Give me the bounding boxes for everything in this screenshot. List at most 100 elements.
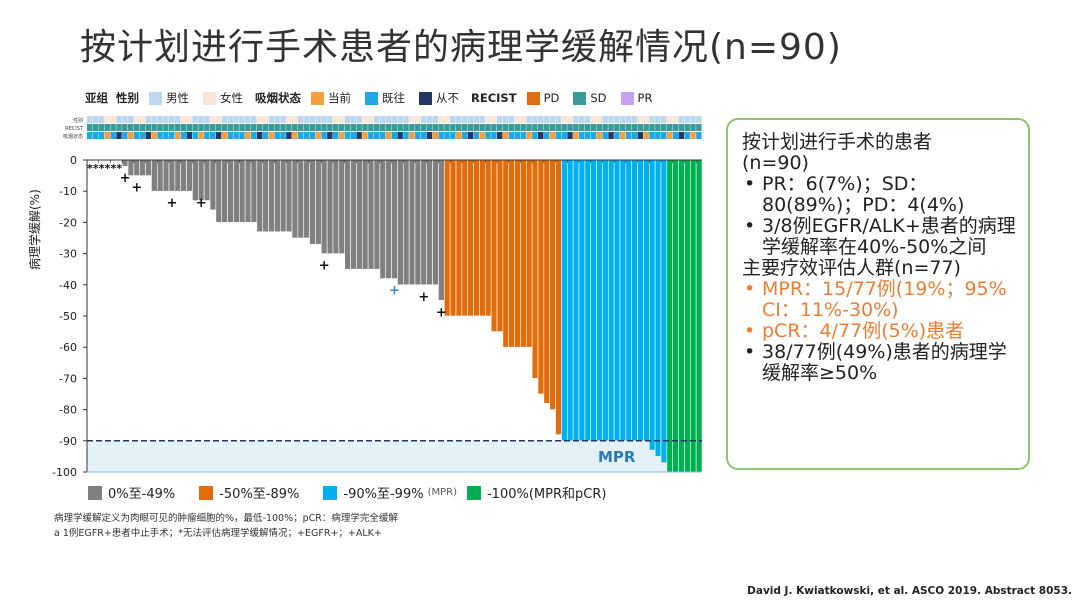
track-smoking-cell xyxy=(157,132,163,139)
bar-marker: * xyxy=(87,162,93,175)
track-sex-cell xyxy=(573,116,579,123)
bar xyxy=(613,159,621,442)
track-recist-cell xyxy=(315,124,321,131)
track-smoking-cell xyxy=(637,132,644,139)
track-recist-cell xyxy=(678,124,685,131)
bar-marker: + xyxy=(436,305,447,320)
track-recist-cell xyxy=(87,124,93,131)
track-recist-cell xyxy=(163,124,169,131)
summary-box: 按计划进行手术的患者 (n=90) PR：6(7%)；SD：80(89%)；PD… xyxy=(726,118,1030,470)
track-recist-cell xyxy=(444,124,450,131)
bar xyxy=(391,159,398,279)
track-smoking-cell xyxy=(133,132,140,139)
bar xyxy=(203,159,211,201)
summary-recist: PR：6(7%)；SD：80(89%)；PD：4(4%) xyxy=(742,174,1018,216)
track-sex-cell xyxy=(98,116,105,123)
track-smoking-cell xyxy=(426,132,433,139)
track-recist-cell xyxy=(532,124,538,131)
track-sex-cell xyxy=(163,116,169,123)
bar xyxy=(572,159,580,442)
bar xyxy=(561,159,568,442)
bar xyxy=(151,159,158,192)
track-recist-cell xyxy=(620,124,626,131)
track-smoking-cell xyxy=(163,132,169,139)
track-recist-cell xyxy=(292,124,298,131)
blue-swatch xyxy=(323,485,338,500)
track-smoking-cell xyxy=(420,132,427,139)
bar xyxy=(660,159,668,463)
track-smoking-cell xyxy=(210,132,216,139)
track-recist-cell xyxy=(145,124,152,131)
track-sex-cell xyxy=(409,116,415,123)
track-smoking-cell xyxy=(321,132,327,139)
track-smoking-cell xyxy=(292,132,298,139)
track-smoking-cell xyxy=(350,132,357,139)
y-tick-label: -20 xyxy=(59,216,77,229)
track-sex-cell xyxy=(303,116,310,123)
track-smoking-cell xyxy=(655,132,661,139)
bar xyxy=(502,159,510,348)
track-recist-cell xyxy=(180,124,187,131)
bar xyxy=(303,159,310,239)
legend-current: 当前 xyxy=(328,91,351,105)
track-smoking-cell xyxy=(221,132,228,139)
track-sex-cell xyxy=(655,116,661,123)
bar xyxy=(145,159,152,176)
track-sex-cell xyxy=(239,116,245,123)
track-recist-cell xyxy=(303,124,310,131)
top-legend: 亚组 性别 男性 女性 吸烟状态 当前 既往 从不 RECIST PD SD P… xyxy=(85,90,664,106)
track-recist-cell xyxy=(543,124,550,131)
track-sex-cell xyxy=(309,116,316,123)
track-recist-cell xyxy=(385,124,392,131)
bar xyxy=(684,159,691,473)
track-recist-cell xyxy=(631,124,638,131)
track-sex-cell xyxy=(690,116,696,123)
y-tick-label: -40 xyxy=(59,279,77,292)
bar xyxy=(297,159,305,239)
track-recist-cell xyxy=(491,124,497,131)
bar-marker: * xyxy=(105,162,111,175)
track-smoking-cell xyxy=(174,132,181,139)
bar xyxy=(338,159,346,254)
bar xyxy=(244,159,252,223)
bar xyxy=(408,159,416,286)
bar xyxy=(197,159,205,201)
summary-heading: 按计划进行手术的患者 xyxy=(742,131,933,153)
bar xyxy=(672,159,679,473)
bar xyxy=(233,159,240,223)
track-sex-cell xyxy=(491,116,497,123)
track-smoking-cell xyxy=(497,132,503,139)
bar xyxy=(479,159,486,317)
bar xyxy=(566,159,574,442)
track-recist-cell xyxy=(690,124,696,131)
bar xyxy=(326,159,334,254)
track-smoking-cell xyxy=(467,132,474,139)
legend-smoking-label: 吸烟状态 xyxy=(255,91,301,105)
track-recist-cell xyxy=(116,124,122,131)
footnote-definition: 病理学缓解定义为肉眼可见的肿瘤细胞的%，最低-100%；pCR：病理学完全缓解 xyxy=(54,513,398,524)
track-recist-cell xyxy=(426,124,433,131)
bar xyxy=(438,159,445,301)
track-recist-cell xyxy=(655,124,661,131)
track-recist-cell xyxy=(221,124,228,131)
bar xyxy=(279,159,287,233)
track-smoking-cell xyxy=(473,132,480,139)
track-recist-cell xyxy=(573,124,579,131)
bar xyxy=(168,159,176,192)
track-sex-cell xyxy=(233,116,239,123)
track-recist-cell xyxy=(280,124,286,131)
track-smoking-cell xyxy=(508,132,515,139)
bar xyxy=(262,159,269,233)
pd-swatch xyxy=(526,91,540,105)
track-smoking-cell xyxy=(561,132,567,139)
track-sex-cell xyxy=(338,116,345,123)
bar xyxy=(256,159,264,233)
bar xyxy=(397,159,404,286)
former-swatch xyxy=(365,91,378,105)
bar xyxy=(379,159,387,279)
track-recist-cell xyxy=(210,124,216,131)
bar xyxy=(174,159,182,192)
bar xyxy=(350,159,357,270)
track-recist-cell xyxy=(450,124,456,131)
track-recist-cell xyxy=(157,124,163,131)
